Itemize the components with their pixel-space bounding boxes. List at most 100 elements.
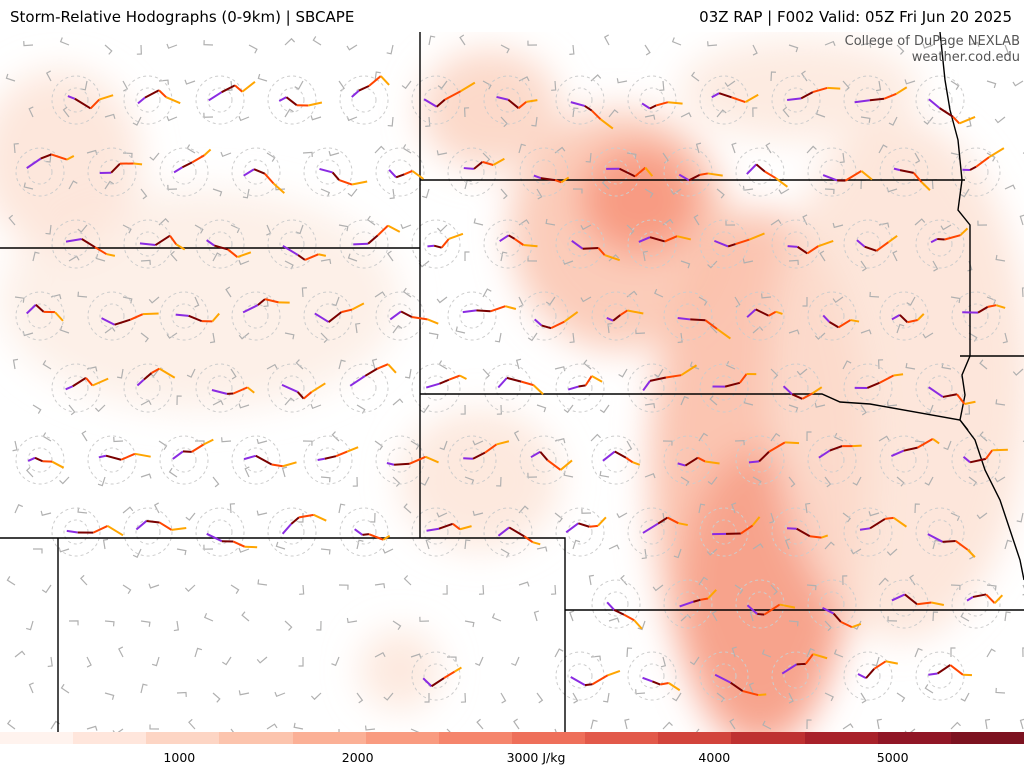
wind-barb xyxy=(136,44,142,55)
wind-barb xyxy=(943,440,952,451)
wind-barb xyxy=(284,397,295,406)
wind-barb xyxy=(482,152,491,163)
wind-barb xyxy=(551,584,557,595)
wind-barb xyxy=(299,584,305,595)
wind-barb xyxy=(59,476,70,485)
hodograph-segment xyxy=(376,363,389,370)
wind-barb xyxy=(654,288,664,298)
wind-barb xyxy=(824,692,834,702)
wind-barb xyxy=(194,224,204,234)
hodograph-ring xyxy=(267,507,317,557)
wind-barb xyxy=(662,721,673,730)
hodograph-segment xyxy=(318,253,327,257)
wind-barb xyxy=(463,107,470,118)
wind-barb xyxy=(914,218,926,226)
wind-barb xyxy=(425,116,431,127)
wind-barb xyxy=(716,188,725,199)
hodograph-segment xyxy=(665,374,682,379)
hodograph-segment xyxy=(484,443,498,454)
wind-barb xyxy=(770,368,779,379)
wind-barb xyxy=(1012,80,1024,87)
wind-barb xyxy=(599,404,610,414)
wind-barb xyxy=(734,440,745,446)
wind-barb xyxy=(274,691,286,698)
wind-barb xyxy=(563,404,574,414)
hodograph-segment xyxy=(395,173,405,179)
hodograph-segment xyxy=(972,593,987,598)
hodograph-segment xyxy=(255,454,273,466)
wind-barb xyxy=(220,151,232,158)
hodograph-segment xyxy=(34,456,43,463)
hodograph-segment xyxy=(917,438,934,449)
wind-barb xyxy=(690,71,700,82)
hodograph-segment xyxy=(956,393,966,405)
hodograph-segment xyxy=(328,311,342,323)
hodograph-ring xyxy=(843,75,893,125)
wind-barb xyxy=(256,656,268,664)
wind-barb xyxy=(403,575,412,586)
wind-barb xyxy=(59,37,70,46)
wind-barb xyxy=(374,440,384,451)
wind-barb xyxy=(320,188,331,197)
wind-barb xyxy=(896,692,906,703)
hodograph-segment xyxy=(377,224,389,237)
wind-barb xyxy=(924,476,934,486)
wind-barb xyxy=(284,332,295,340)
wind-barb xyxy=(227,80,233,92)
wind-barb xyxy=(459,34,466,46)
wind-barb xyxy=(496,476,502,487)
wind-barb xyxy=(244,466,250,478)
wind-barb xyxy=(1021,287,1024,298)
wind-barb xyxy=(212,400,224,406)
wind-barb xyxy=(403,503,412,514)
wind-barb xyxy=(464,620,475,628)
wind-barb xyxy=(473,218,484,226)
hodograph-segment xyxy=(285,96,298,106)
hodograph-ring xyxy=(411,219,461,269)
hodograph-ring xyxy=(951,579,1001,629)
hodograph-ring xyxy=(927,663,953,689)
hodograph-ring xyxy=(411,75,461,125)
hodograph-ring xyxy=(927,519,953,545)
wind-barb xyxy=(347,188,358,197)
hodograph-segment xyxy=(206,239,215,247)
hodograph-ring xyxy=(963,303,989,329)
wind-barb xyxy=(698,576,708,586)
wind-barb xyxy=(400,223,412,230)
wind-barb xyxy=(97,476,106,487)
wind-barb xyxy=(132,116,142,126)
hodograph-segment xyxy=(567,385,579,391)
hodograph-segment xyxy=(440,238,450,249)
map-canvas[interactable] xyxy=(0,32,1024,732)
hodograph-ring xyxy=(699,363,749,413)
wind-barb xyxy=(896,44,905,55)
hodograph-segment xyxy=(758,451,770,463)
hodograph-segment xyxy=(668,682,681,692)
wind-barb xyxy=(194,647,203,658)
hodograph-ring xyxy=(519,147,569,197)
hodograph-ring xyxy=(675,303,701,329)
wind-barb xyxy=(819,250,826,262)
hodograph-segment xyxy=(775,310,783,315)
hodograph-segment xyxy=(314,312,330,323)
hodograph-ring xyxy=(963,591,989,617)
hodograph-segment xyxy=(757,612,765,616)
hodograph-ring xyxy=(591,579,641,629)
hodograph-ring xyxy=(567,87,593,113)
hodograph-segment xyxy=(667,101,683,105)
hodograph-ring xyxy=(495,519,521,545)
hodograph-segment xyxy=(644,167,654,177)
wind-barb xyxy=(590,433,601,442)
hodograph-segment xyxy=(317,457,325,461)
hodograph-segment xyxy=(932,438,940,445)
colorbar-segment xyxy=(146,732,220,744)
hodograph-ring xyxy=(627,219,677,269)
hodograph-segment xyxy=(499,234,510,243)
hodograph-segment xyxy=(856,239,866,248)
hodograph-segment xyxy=(678,173,690,182)
hodograph-segment xyxy=(995,304,1006,309)
colorbar-segment xyxy=(585,732,659,744)
hodograph-segment xyxy=(597,516,607,527)
wind-barb xyxy=(752,107,758,118)
wind-barb xyxy=(886,401,898,407)
